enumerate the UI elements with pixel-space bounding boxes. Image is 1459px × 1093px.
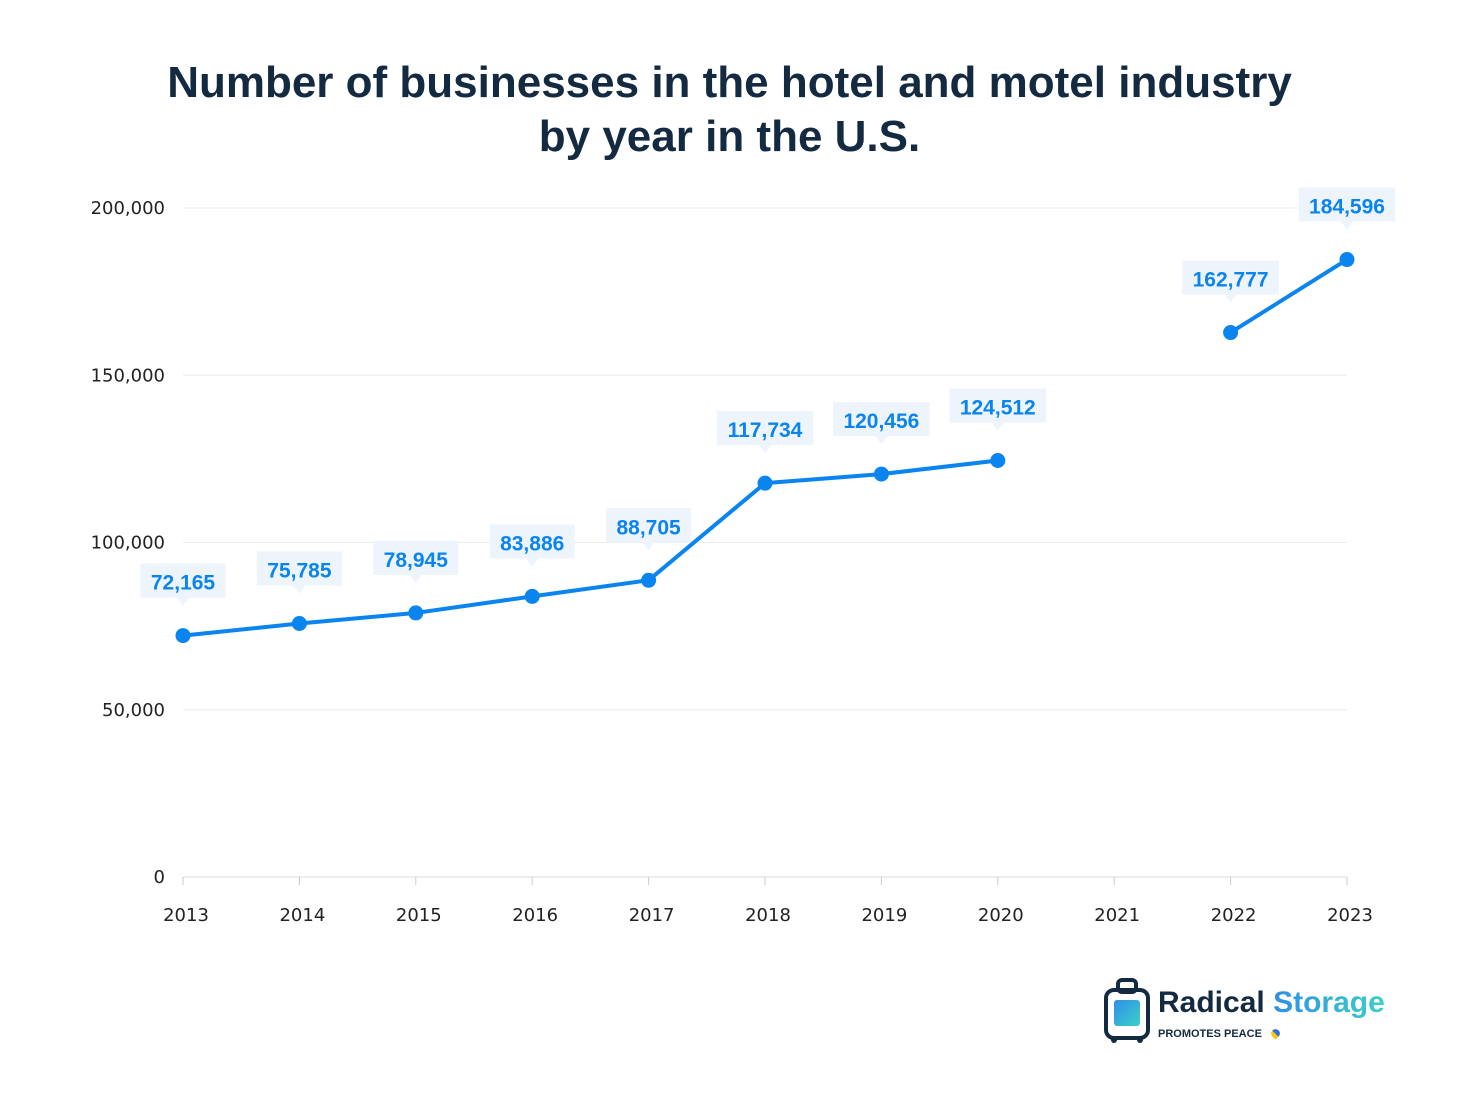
- x-tick-label: 2022: [1211, 905, 1257, 926]
- data-label-bg: [833, 402, 930, 445]
- data-label: 83,886: [500, 532, 564, 555]
- data-point: [990, 453, 1006, 469]
- data-label: 162,777: [1193, 269, 1269, 292]
- y-tick-label: 200,000: [91, 198, 165, 219]
- data-point: [408, 605, 424, 621]
- x-tick-label: 2020: [978, 905, 1024, 926]
- heart-icon: [1269, 1027, 1282, 1040]
- x-tick-label: 2017: [629, 905, 675, 926]
- data-label-bg: [1298, 187, 1396, 230]
- data-label-bg: [1182, 260, 1279, 303]
- logo-text: Radical Storage: [1158, 986, 1385, 1020]
- data-point: [1339, 252, 1355, 268]
- data-point: [175, 628, 191, 644]
- data-label-bg: [140, 563, 226, 606]
- data-label: 117,734: [728, 419, 803, 442]
- data-label: 88,705: [616, 516, 681, 539]
- data-point: [524, 588, 540, 604]
- logo-brand: Radical: [1158, 986, 1265, 1019]
- radical-storage-logo: Radical Storage PROMOTES PEACE: [1104, 978, 1434, 1050]
- series-line: [1229, 257, 1349, 335]
- x-tick-label: 2019: [861, 905, 907, 926]
- y-tick-label: 100,000: [91, 533, 165, 554]
- data-label-bg: [716, 411, 814, 454]
- data-label: 184,596: [1309, 196, 1385, 219]
- data-point: [1223, 325, 1239, 341]
- series-line: [182, 458, 999, 638]
- x-tick-label: 2014: [279, 905, 325, 926]
- data-point: [641, 572, 657, 588]
- data-label-bg: [489, 524, 575, 567]
- x-tick-label: 2015: [396, 905, 442, 926]
- data-label-bg: [606, 508, 692, 551]
- x-tick-label: 2023: [1327, 905, 1373, 926]
- x-tick-label: 2013: [163, 905, 209, 926]
- data-label-bg: [256, 551, 342, 594]
- x-tick-label: 2016: [512, 905, 558, 926]
- data-label: 120,456: [843, 410, 919, 433]
- x-tick-label: 2021: [1094, 905, 1140, 926]
- data-label: 124,512: [960, 397, 1036, 420]
- suitcase-icon: [1104, 978, 1150, 1043]
- data-point: [873, 466, 889, 482]
- y-tick-label: 150,000: [91, 365, 165, 386]
- data-point: [757, 475, 773, 491]
- x-tick-label: 2018: [745, 905, 791, 926]
- data-label: 72,165: [151, 572, 216, 595]
- y-tick-label: 50,000: [102, 700, 165, 721]
- chart-title: Number of businesses in the hotel and mo…: [0, 56, 1459, 164]
- data-label-bg: [373, 540, 459, 583]
- data-label: 78,945: [384, 549, 449, 572]
- data-label: 75,785: [267, 559, 332, 582]
- logo-brand-2: Storage: [1273, 986, 1385, 1019]
- y-tick-label: 0: [154, 867, 165, 888]
- title-line-1: Number of businesses in the hotel and mo…: [167, 58, 1292, 107]
- data-label-bg: [949, 388, 1047, 431]
- data-point: [291, 615, 307, 631]
- title-line-2: by year in the U.S.: [538, 112, 921, 161]
- logo-tagline: PROMOTES PEACE: [1158, 1028, 1262, 1040]
